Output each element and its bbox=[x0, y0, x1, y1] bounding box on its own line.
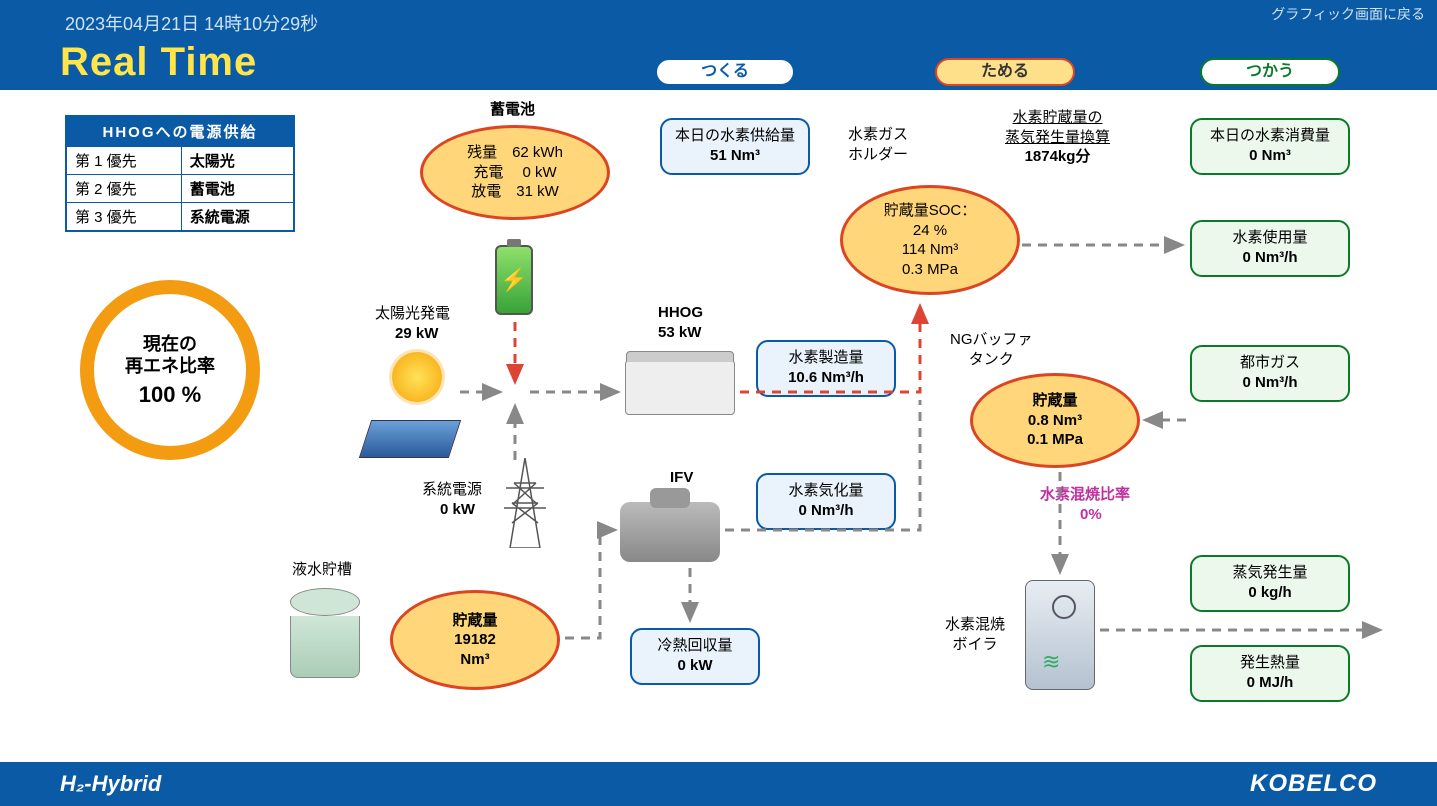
page-title: Real Time bbox=[60, 40, 257, 85]
box-value: 0 Nm³/h bbox=[1202, 248, 1338, 268]
box-value: 0 Nm³/h bbox=[1202, 373, 1338, 393]
h2-vaporize-box: 水素気化量 0 Nm³/h bbox=[756, 473, 896, 530]
priority-table: HHOGへの電源供給 第 1 優先太陽光 第 2 優先蓄電池 第 3 優先系統電… bbox=[65, 115, 295, 232]
ifv-title: IFV bbox=[670, 468, 693, 488]
boiler-title: 水素混焼ボイラ bbox=[945, 615, 1005, 654]
table-cell: 系統電源 bbox=[181, 203, 294, 232]
timestamp: 2023年04月21日 14時10分29秒 bbox=[65, 10, 318, 36]
cold-recovery-title: 冷熱回収量 bbox=[642, 636, 748, 656]
boiler-icon: ≋ bbox=[1025, 580, 1095, 690]
city-gas-box: 都市ガス 0 Nm³/h bbox=[1190, 345, 1350, 402]
h2-production-box: 水素製造量 10.6 Nm³/h bbox=[756, 340, 896, 397]
renewable-ratio-value: 100 % bbox=[139, 382, 201, 408]
diagram-canvas: つくる ためる つかう HHOGへの電源供給 第 1 優先太陽光 第 2 優先蓄… bbox=[0, 90, 1437, 762]
h2-supply-value: 51 Nm³ bbox=[672, 146, 798, 166]
cold-recovery-box: 冷熱回収量 0 kW bbox=[630, 628, 760, 685]
box-title: 発生熱量 bbox=[1202, 653, 1338, 673]
h2-vaporize-title: 水素気化量 bbox=[768, 481, 884, 501]
liquid-storage-ellipse: 貯蔵量 19182Nm³ bbox=[390, 590, 560, 690]
back-link[interactable]: グラフィック画面に戻る bbox=[1271, 4, 1425, 24]
heat-gen-box: 発生熱量 0 MJ/h bbox=[1190, 645, 1350, 702]
table-cell: 太陽光 bbox=[181, 147, 294, 175]
box-value: 0 kg/h bbox=[1202, 583, 1338, 603]
renewable-ratio-ring: 現在の再エネ比率 100 % bbox=[80, 280, 280, 480]
ng-buffer-storage: 貯蔵量0.8 Nm³0.1 MPa bbox=[1027, 391, 1083, 450]
table-cell: 第 3 優先 bbox=[66, 203, 181, 232]
table-cell: 第 2 優先 bbox=[66, 175, 181, 203]
renewable-ratio-label: 現在の再エネ比率 bbox=[125, 333, 215, 378]
priority-table-title: HHOGへの電源供給 bbox=[66, 116, 294, 147]
box-title: 本日の水素消費量 bbox=[1202, 126, 1338, 146]
grid-title: 系統電源 bbox=[422, 480, 482, 500]
box-value: 0 MJ/h bbox=[1202, 673, 1338, 693]
solar-panel-icon bbox=[359, 420, 461, 458]
ng-buffer-title: NGバッファタンク bbox=[950, 330, 1033, 369]
hhog-value: 53 kW bbox=[658, 323, 701, 343]
footer-bar: H₂-Hybrid KOBELCO bbox=[0, 762, 1437, 806]
sun-icon bbox=[392, 352, 442, 402]
ng-buffer-ellipse: 貯蔵量0.8 Nm³0.1 MPa bbox=[970, 373, 1140, 468]
steam-equiv-title: 水素貯蔵量の蒸気発生量換算 1874kg分 bbox=[1005, 108, 1110, 167]
category-store: ためる bbox=[935, 58, 1075, 86]
hhog-title: HHOG bbox=[658, 303, 703, 323]
h2-production-title: 水素製造量 bbox=[768, 348, 884, 368]
steam-gen-box: 蒸気発生量 0 kg/h bbox=[1190, 555, 1350, 612]
solar-title: 太陽光発電 bbox=[375, 304, 450, 324]
h2-usage-box: 水素使用量 0 Nm³/h bbox=[1190, 220, 1350, 277]
liquid-tank-icon bbox=[290, 588, 360, 678]
battery-lines: 残量 62 kWh充電 0 kW放電 31 kW bbox=[467, 143, 563, 202]
liquid-storage-title: 貯蔵量 bbox=[452, 611, 497, 631]
category-use: つかう bbox=[1200, 58, 1340, 86]
box-title: 都市ガス bbox=[1202, 353, 1338, 373]
category-make: つくる bbox=[655, 58, 795, 86]
solar-value: 29 kW bbox=[395, 324, 438, 344]
gas-holder-soc: 貯蔵量SOC：24 %114 Nm³0.3 MPa bbox=[884, 201, 977, 279]
h2-supply-title: 本日の水素供給量 bbox=[672, 126, 798, 146]
box-title: 水素使用量 bbox=[1202, 228, 1338, 248]
h2-production-value: 10.6 Nm³/h bbox=[768, 368, 884, 388]
battery-icon: ⚡ bbox=[495, 245, 533, 315]
cofire-ratio-value: 0% bbox=[1080, 505, 1102, 525]
grid-value: 0 kW bbox=[440, 500, 475, 520]
footer-left: H₂-Hybrid bbox=[60, 771, 161, 797]
footer-right: KOBELCO bbox=[1250, 770, 1377, 798]
table-cell: 第 1 優先 bbox=[66, 147, 181, 175]
hhog-icon bbox=[625, 360, 735, 415]
box-title: 蒸気発生量 bbox=[1202, 563, 1338, 583]
table-cell: 蓄電池 bbox=[181, 175, 294, 203]
h2-vaporize-value: 0 Nm³/h bbox=[768, 501, 884, 521]
ifv-icon bbox=[620, 502, 720, 562]
battery-ellipse: 残量 62 kWh充電 0 kW放電 31 kW bbox=[420, 125, 610, 220]
liquid-storage-value: 19182Nm³ bbox=[454, 630, 496, 669]
gas-holder-ellipse: 貯蔵量SOC：24 %114 Nm³0.3 MPa bbox=[840, 185, 1020, 295]
gas-holder-title: 水素ガスホルダー bbox=[848, 125, 908, 164]
battery-title: 蓄電池 bbox=[490, 100, 535, 120]
h2-consume-today-box: 本日の水素消費量 0 Nm³ bbox=[1190, 118, 1350, 175]
pylon-icon bbox=[500, 458, 550, 548]
liquid-tank-title: 液水貯槽 bbox=[292, 560, 352, 580]
cold-recovery-value: 0 kW bbox=[642, 656, 748, 676]
h2-supply-today-box: 本日の水素供給量 51 Nm³ bbox=[660, 118, 810, 175]
box-value: 0 Nm³ bbox=[1202, 146, 1338, 166]
cofire-ratio-title: 水素混焼比率 bbox=[1040, 485, 1130, 505]
